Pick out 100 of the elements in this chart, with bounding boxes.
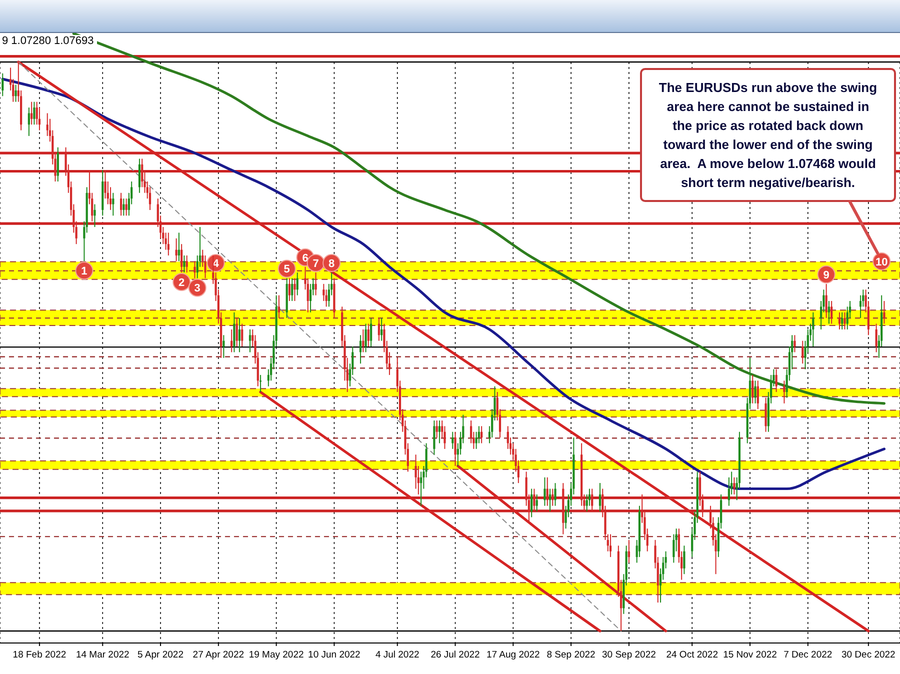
candlestick — [370, 318, 372, 347]
candlestick — [2, 72, 4, 97]
candlestick — [236, 318, 238, 347]
x-tick-label: 27 Apr 2022 — [192, 650, 244, 661]
candlestick — [609, 534, 612, 558]
candlestick — [841, 312, 844, 330]
x-tick-label: 8 Sep 2022 — [546, 650, 596, 661]
annotation: 9 — [823, 269, 830, 282]
x-tick-label: 5 Apr 2022 — [138, 650, 184, 661]
candlestick — [233, 312, 236, 353]
candlestick — [794, 334, 796, 353]
candlestick — [230, 328, 233, 353]
chart-title: 9 1.07280 1.07693 — [0, 35, 97, 47]
candlestick — [359, 334, 362, 364]
candlestick — [367, 323, 370, 347]
candlestick — [314, 272, 317, 296]
candlestick — [194, 260, 196, 279]
candlestick — [364, 323, 367, 353]
candlestick — [222, 334, 225, 358]
candlestick — [548, 488, 552, 512]
candlestick — [883, 300, 886, 324]
candlestick — [438, 420, 441, 444]
x-tick-label: 15 Nov 2022 — [723, 650, 777, 661]
x-tick-label: 4 Jul 2022 — [375, 650, 420, 661]
candlestick — [844, 312, 846, 330]
candlestick — [167, 232, 170, 256]
candlestick — [248, 328, 252, 353]
x-tick-label: 30 Sep 2022 — [602, 650, 656, 661]
candlestick — [756, 380, 759, 410]
candlestick — [175, 238, 178, 262]
candlestick — [186, 254, 188, 274]
candlestick — [288, 278, 291, 302]
candlestick — [598, 482, 602, 512]
candlestick — [278, 294, 280, 319]
annotation: 5 — [284, 264, 290, 276]
callout-box: The EURUSDs run above the swing area here cannot be sustained in the price as rotated back down toward the lower end of the swing area. A move below 1.07468 would short term negative/bearish. — [640, 68, 896, 202]
candlestick — [875, 323, 878, 353]
candlestick — [238, 318, 241, 353]
annotation: 7 — [312, 258, 319, 270]
candlestick — [783, 380, 786, 404]
candlestick — [752, 374, 754, 404]
candlestick — [628, 539, 630, 564]
annotation: 2 — [178, 276, 185, 289]
candlestick — [838, 312, 841, 330]
annotation: 8 — [328, 258, 335, 270]
x-tick-label: 24 Oct 2022 — [666, 650, 718, 661]
candlestick — [122, 198, 125, 216]
candlestick — [241, 323, 244, 347]
candlestick — [138, 158, 141, 194]
candlestick — [436, 420, 438, 438]
candlestick — [125, 198, 128, 216]
x-tick-label: 30 Dec 2022 — [841, 650, 896, 661]
candlestick — [452, 431, 454, 450]
candlestick — [683, 545, 686, 575]
candlestick — [378, 318, 380, 342]
annotation: 10 — [875, 256, 888, 268]
annotation: 3 — [194, 282, 200, 295]
x-tick-label: 17 Aug 2022 — [486, 650, 540, 661]
candlestick — [30, 101, 33, 126]
candlestick — [362, 328, 364, 353]
candlestick — [825, 283, 828, 319]
candlestick — [828, 300, 830, 324]
x-tick-label: 18 Feb 2022 — [12, 650, 66, 661]
candlestick — [530, 488, 533, 518]
candlestick — [830, 300, 833, 324]
x-tick-label: 26 Jul 2022 — [430, 650, 480, 661]
candlestick — [480, 426, 483, 444]
candlestick — [14, 84, 17, 102]
candlestick — [94, 204, 96, 228]
candlestick — [294, 278, 296, 302]
x-tick-label: 7 Dec 2022 — [784, 650, 832, 661]
candlestick — [775, 368, 778, 393]
candlestick — [733, 476, 736, 495]
candlestick — [544, 476, 546, 506]
candlestick — [183, 254, 186, 274]
candlestick — [291, 278, 294, 302]
candlestick — [812, 312, 814, 347]
annotation: 4 — [212, 258, 220, 270]
candlestick — [764, 397, 767, 432]
candlestick — [433, 420, 436, 456]
candlestick — [33, 101, 36, 126]
x-tick-label: 19 May 2022 — [248, 650, 304, 661]
candlestick — [536, 494, 538, 512]
candlestick — [28, 107, 30, 136]
x-tick-label: 14 Mar 2022 — [76, 650, 130, 661]
candlestick — [120, 192, 122, 216]
annotation: 6 — [302, 252, 308, 264]
candlestick — [802, 340, 804, 364]
candlestick — [554, 482, 556, 506]
x-tick-label: 10 Jun 2022 — [308, 650, 360, 661]
candlestick — [296, 272, 298, 296]
candlestick — [112, 192, 114, 216]
candlestick — [259, 374, 262, 393]
candlestick — [178, 232, 180, 262]
candlestick — [380, 318, 383, 342]
annotation: The EURUSDs run above the swing area here cannot be sustained in the price as rotated back down toward the lower end of the swing area. A move below 1.07468 would short term negative/bearish. — [658, 80, 878, 190]
annotation: 1 — [81, 266, 88, 278]
candlestick — [56, 146, 59, 182]
candlestick — [754, 380, 756, 404]
candlestick — [180, 244, 183, 274]
